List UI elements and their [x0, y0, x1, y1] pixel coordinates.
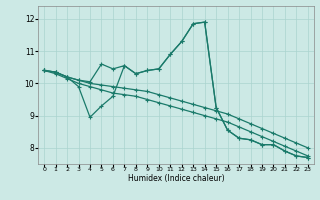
X-axis label: Humidex (Indice chaleur): Humidex (Indice chaleur) — [128, 174, 224, 183]
